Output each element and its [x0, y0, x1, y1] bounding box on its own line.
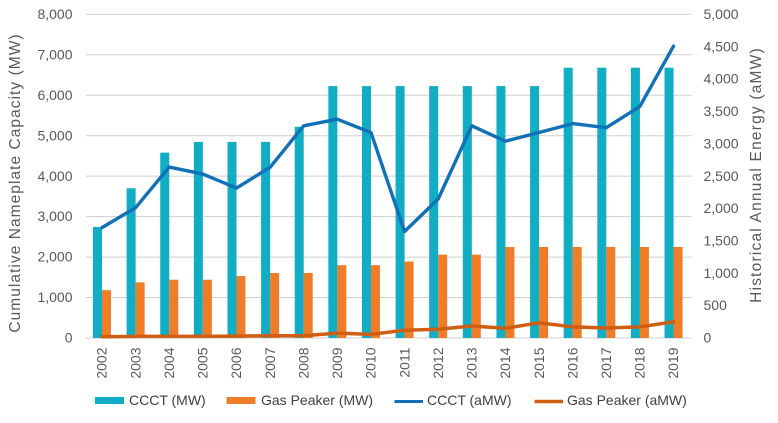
svg-text:1,000: 1,000: [37, 289, 72, 305]
svg-text:Gas Peaker (aMW): Gas Peaker (aMW): [567, 392, 687, 408]
svg-text:2003: 2003: [127, 347, 143, 378]
svg-text:4,000: 4,000: [37, 168, 72, 184]
svg-text:5,000: 5,000: [704, 6, 739, 22]
svg-text:0: 0: [65, 330, 73, 346]
svg-text:0: 0: [704, 330, 712, 346]
svg-text:2011: 2011: [396, 347, 412, 377]
svg-text:2,000: 2,000: [704, 200, 739, 216]
svg-text:5,000: 5,000: [37, 127, 72, 143]
svg-text:1,500: 1,500: [704, 232, 739, 248]
svg-text:2013: 2013: [464, 347, 480, 378]
svg-text:2005: 2005: [195, 347, 211, 378]
svg-text:Cumulative Nameplate Capacity: Cumulative Nameplate Capacity (MW): [7, 33, 24, 332]
svg-text:2012: 2012: [430, 347, 446, 378]
svg-text:2017: 2017: [598, 347, 614, 378]
svg-text:2007: 2007: [262, 347, 278, 378]
svg-text:500: 500: [704, 297, 728, 313]
svg-text:4,500: 4,500: [704, 38, 739, 54]
svg-text:CCCT (aMW): CCCT (aMW): [427, 392, 512, 408]
svg-text:1,000: 1,000: [704, 265, 739, 281]
svg-text:2004: 2004: [161, 347, 177, 378]
svg-text:Historical Annual Energy (aMW): Historical Annual Energy (aMW): [748, 47, 765, 303]
svg-text:2009: 2009: [329, 347, 345, 378]
svg-text:2018: 2018: [632, 347, 648, 378]
svg-text:2016: 2016: [564, 347, 580, 378]
svg-text:2,000: 2,000: [37, 249, 72, 265]
svg-text:2019: 2019: [665, 347, 681, 378]
svg-text:Gas Peaker (MW): Gas Peaker (MW): [261, 392, 373, 408]
svg-text:2002: 2002: [94, 347, 110, 378]
svg-text:2014: 2014: [497, 347, 513, 378]
svg-text:6,000: 6,000: [37, 87, 72, 103]
svg-text:3,000: 3,000: [37, 208, 72, 224]
svg-text:2006: 2006: [228, 347, 244, 378]
svg-text:3,500: 3,500: [704, 103, 739, 119]
svg-text:2,500: 2,500: [704, 168, 739, 184]
svg-text:2010: 2010: [363, 347, 379, 378]
svg-text:4,000: 4,000: [704, 71, 739, 87]
svg-text:3,000: 3,000: [704, 135, 739, 151]
svg-text:CCCT (MW): CCCT (MW): [129, 392, 206, 408]
svg-text:7,000: 7,000: [37, 46, 72, 62]
svg-text:8,000: 8,000: [37, 6, 72, 22]
svg-text:2008: 2008: [295, 347, 311, 378]
svg-text:2015: 2015: [531, 347, 547, 378]
